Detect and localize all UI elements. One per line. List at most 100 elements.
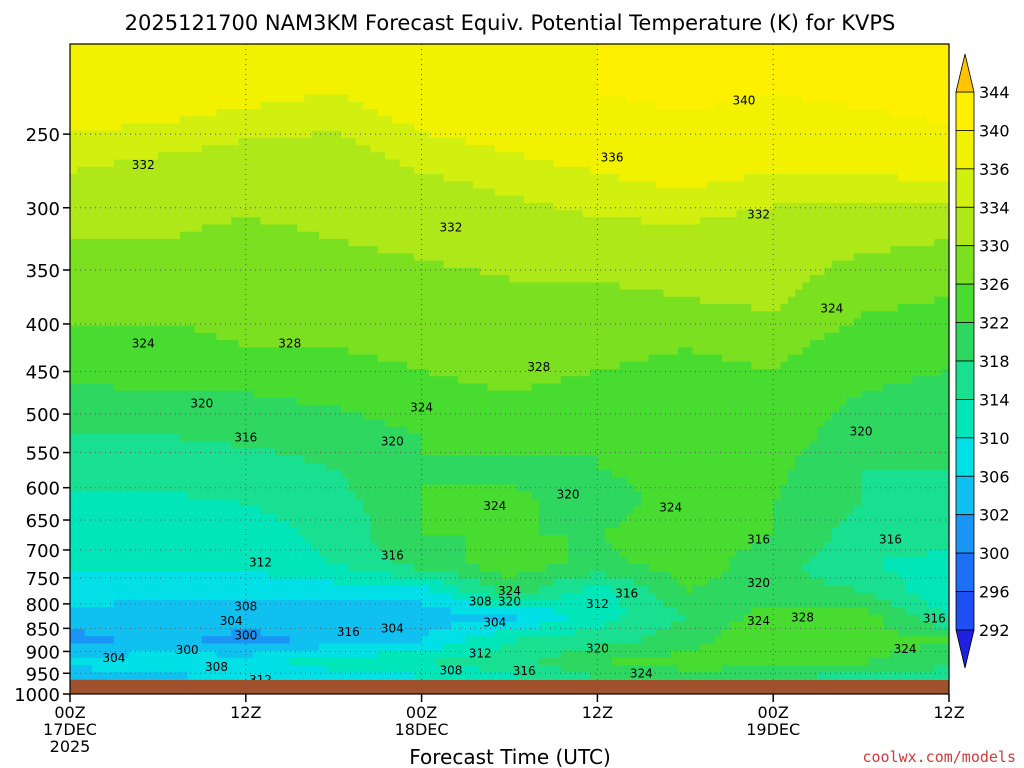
field-cell [575, 311, 584, 320]
field-cell [172, 145, 181, 153]
field-cell [399, 174, 408, 182]
field-cell [868, 275, 877, 283]
field-cell [619, 246, 628, 255]
field-cell [384, 282, 393, 291]
field-cell [421, 296, 430, 305]
field-cell [91, 296, 100, 305]
field-cell [648, 123, 657, 132]
field-cell [773, 159, 782, 168]
field-cell [355, 123, 364, 132]
field-cell [699, 318, 708, 327]
field-cell [934, 239, 943, 247]
field-cell [472, 58, 481, 67]
field-cell [458, 166, 467, 175]
field-cell [824, 304, 833, 312]
field-cell [472, 72, 481, 81]
field-cell [553, 325, 562, 334]
field-cell [524, 246, 533, 255]
field-cell [751, 123, 760, 132]
field-cell [238, 224, 247, 233]
field-cell [721, 65, 730, 74]
field-cell [824, 174, 833, 182]
field-cell [831, 231, 840, 240]
field-cell [179, 94, 188, 103]
field-cell [905, 181, 913, 190]
field-cell [780, 260, 789, 269]
field-cell [612, 296, 620, 305]
field-cell [553, 210, 562, 218]
field-cell [348, 210, 357, 218]
field-cell [443, 87, 452, 96]
field-cell [209, 109, 218, 117]
field-cell [634, 311, 642, 320]
field-cell [773, 116, 782, 125]
field-cell [795, 246, 804, 255]
field-cell [758, 130, 767, 139]
field-cell [765, 51, 774, 60]
field-cell [868, 267, 877, 276]
field-cell [260, 152, 269, 161]
field-cell [663, 289, 672, 298]
field-cell [406, 253, 415, 262]
field-cell [721, 224, 730, 233]
field-cell [348, 152, 357, 161]
field-cell [179, 181, 188, 190]
field-cell [619, 181, 628, 190]
field-cell [897, 51, 906, 60]
field-cell [289, 325, 298, 334]
field-cell [780, 80, 789, 88]
field-cell [355, 101, 364, 110]
field-cell [802, 195, 811, 204]
field-cell [714, 152, 723, 161]
field-cell [384, 130, 393, 139]
field-cell [765, 224, 774, 233]
field-cell [729, 181, 738, 190]
field-cell [714, 260, 723, 269]
field-cell [231, 181, 240, 190]
field-cell [355, 224, 364, 233]
field-cell [377, 159, 386, 168]
field-cell [326, 123, 335, 132]
field-cell [568, 239, 577, 247]
field-cell [538, 101, 547, 110]
field-cell [494, 58, 503, 67]
field-cell [187, 87, 196, 96]
field-cell [765, 159, 774, 168]
field-cell [590, 174, 598, 182]
field-cell [721, 181, 730, 190]
field-cell [560, 289, 569, 298]
field-cell [846, 109, 855, 117]
field-cell [348, 311, 357, 320]
field-cell [663, 325, 672, 334]
field-cell [795, 318, 804, 327]
field-cell [546, 137, 555, 146]
field-cell [868, 137, 877, 146]
field-cell [392, 72, 401, 81]
field-cell [685, 51, 694, 60]
field-cell [831, 181, 840, 190]
field-cell [934, 202, 943, 211]
field-cell [773, 253, 782, 262]
field-cell [267, 188, 276, 197]
field-cell [721, 210, 730, 218]
field-cell [597, 311, 606, 320]
field-cell [450, 296, 459, 305]
field-cell [787, 210, 796, 218]
field-cell [597, 174, 606, 182]
field-cell [531, 137, 540, 146]
field-cell [736, 159, 745, 168]
field-cell [128, 101, 137, 110]
field-cell [399, 267, 408, 276]
field-cell [91, 94, 100, 103]
field-cell [502, 123, 511, 132]
field-cell [824, 51, 833, 60]
field-cell [634, 145, 642, 153]
field-cell [150, 195, 159, 204]
field-cell [260, 282, 269, 291]
field-cell [319, 246, 327, 255]
field-cell [253, 101, 262, 110]
field-cell [245, 318, 254, 327]
field-cell [348, 296, 357, 305]
field-cell [824, 318, 833, 327]
field-cell [70, 325, 78, 334]
